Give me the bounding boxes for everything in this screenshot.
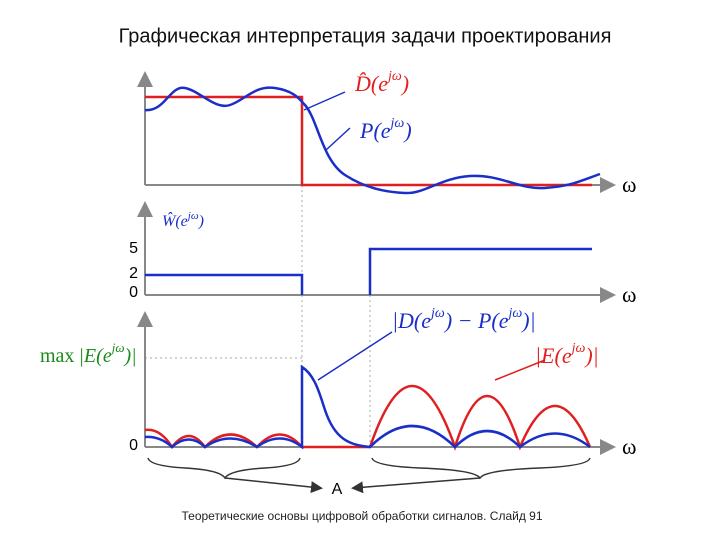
label-part: )| [124, 345, 137, 367]
axis-label: ω [622, 434, 636, 459]
axis-label: ω [622, 172, 636, 197]
label-part: ) [400, 71, 409, 96]
label-part: )| [520, 308, 535, 333]
label-part: jω [570, 341, 586, 356]
label-part: |E(e [78, 345, 111, 367]
label: Ŵ(e [162, 211, 188, 230]
panel-3: |D(ejω) − P(ejω)| |E(ejω)| max |E(ejω)| 0… [40, 306, 636, 459]
label-part: ) [402, 118, 411, 143]
tick-label: 2 [129, 265, 138, 282]
label: |E(e [535, 343, 572, 368]
svg-text:D̂(ejω): D̂(ejω) [354, 69, 409, 96]
label-part: )| [583, 343, 598, 368]
svg-text:P(ejω): P(ejω) [359, 116, 412, 143]
tick-label: 0 [129, 437, 138, 454]
label: P(e [359, 118, 391, 143]
label-part: ) [198, 213, 204, 230]
tick-label: 5 [129, 240, 138, 257]
svg-text:Ŵ(ejω): Ŵ(ejω) [162, 210, 204, 230]
label-part: ) − P(e [443, 308, 509, 333]
label: max [40, 345, 74, 367]
svg-text:|E(ejω)|: |E(ejω)| [535, 341, 599, 368]
panel-2: Ŵ(ejω) 5 2 0 ω [129, 201, 636, 307]
panel-1: D̂(ejω) P(ejω) ω [137, 69, 636, 197]
label-part: jω [389, 116, 405, 131]
brace [147, 457, 591, 494]
label-part: jω [507, 306, 523, 321]
label-part: jω [186, 210, 199, 222]
title: Графическая интерпретация задачи проекти… [119, 25, 612, 47]
label-part: jω [429, 306, 445, 321]
label: D̂(e [354, 71, 388, 96]
brace-label: A [332, 481, 343, 498]
footer: Теоретические основы цифровой обработки … [181, 509, 542, 523]
label-part: jω [110, 340, 125, 355]
tick-label: 0 [129, 284, 138, 301]
svg-text:|D(ejω) − P(ejω)|: |D(ejω) − P(ejω)| [392, 306, 536, 333]
axis-label: ω [622, 282, 636, 307]
label: |D(e [392, 308, 431, 333]
label-part: jω [386, 69, 402, 84]
svg-text:max|E(ejω)|: max |E(ejω)| [40, 340, 137, 367]
